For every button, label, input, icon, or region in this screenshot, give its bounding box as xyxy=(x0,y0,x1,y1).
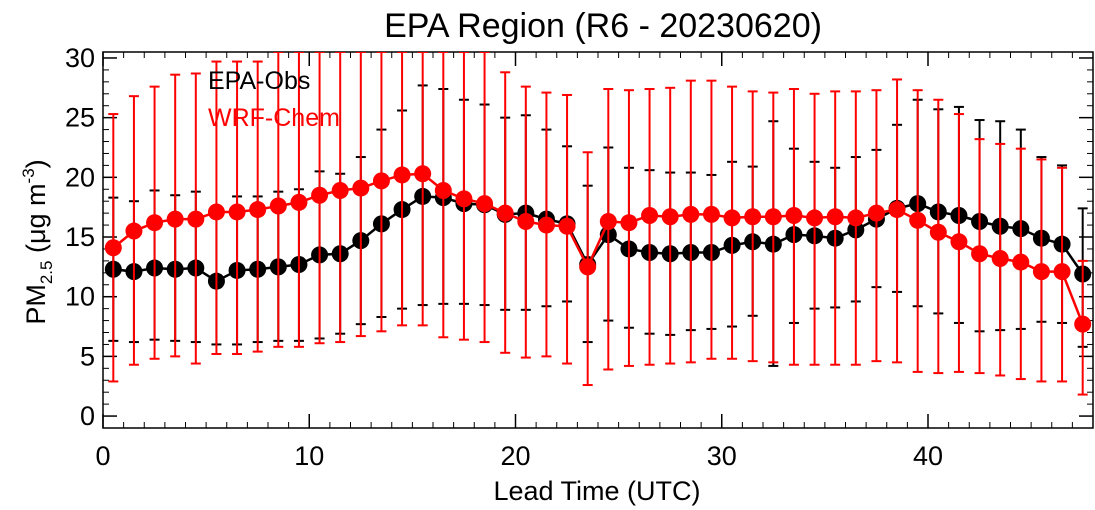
data-point xyxy=(641,207,659,225)
y-label-base: PM xyxy=(21,284,51,325)
data-point xyxy=(311,186,329,204)
data-point xyxy=(269,197,287,215)
data-point xyxy=(661,208,679,226)
data-point xyxy=(228,203,246,221)
data-point xyxy=(744,208,762,226)
y-tick-label: 25 xyxy=(65,103,95,133)
x-tick-label: 40 xyxy=(913,441,943,471)
x-tick-label: 20 xyxy=(500,441,530,471)
data-point xyxy=(764,208,782,226)
y-label-unit-pre: (μg m xyxy=(21,183,51,260)
data-point xyxy=(682,205,700,223)
x-tick-label: 0 xyxy=(95,441,110,471)
data-point xyxy=(950,233,968,251)
data-point xyxy=(104,239,122,257)
data-point xyxy=(290,193,308,211)
data-point xyxy=(785,207,803,225)
data-point xyxy=(929,223,947,241)
data-point xyxy=(517,212,535,230)
x-axis-label: Lead Time (UTC) xyxy=(493,476,700,506)
y-label-unit-post: ) xyxy=(21,159,51,168)
legend-wrf-chem: WRF-Chem xyxy=(208,104,340,132)
legend: EPA-Obs WRF-Chem xyxy=(208,67,340,132)
data-point xyxy=(620,214,638,232)
data-point xyxy=(146,214,164,232)
data-point xyxy=(558,217,576,235)
series-wrf-chem xyxy=(104,52,1092,396)
chart-title: EPA Region (R6 - 20230620) xyxy=(384,7,822,45)
y-tick-label: 15 xyxy=(65,222,95,252)
y-label-unit-sup: -3 xyxy=(19,168,38,183)
data-point xyxy=(455,190,473,208)
data-point xyxy=(1074,315,1092,333)
data-point xyxy=(888,201,906,219)
data-point xyxy=(579,258,597,276)
data-point xyxy=(207,203,225,221)
data-point xyxy=(372,172,390,190)
data-point xyxy=(249,201,267,219)
y-tick-label: 10 xyxy=(65,282,95,312)
data-point xyxy=(496,204,514,222)
data-point xyxy=(187,210,205,228)
y-label-sub: 2.5 xyxy=(37,261,56,285)
data-point xyxy=(847,209,865,227)
data-point xyxy=(826,208,844,226)
data-point xyxy=(331,181,349,199)
data-point xyxy=(434,181,452,199)
data-point xyxy=(723,209,741,227)
data-point xyxy=(599,212,617,230)
data-point xyxy=(991,250,1009,268)
y-tick-label: 0 xyxy=(80,401,95,431)
y-tick-label: 5 xyxy=(80,341,95,371)
y-tick-label: 30 xyxy=(65,43,95,73)
data-point xyxy=(867,204,885,222)
data-point xyxy=(702,205,720,223)
data-point xyxy=(971,245,989,263)
data-point xyxy=(125,222,143,240)
data-point xyxy=(414,165,432,183)
data-point xyxy=(1012,253,1030,271)
y-tick-label: 20 xyxy=(65,162,95,192)
data-point xyxy=(352,179,370,197)
data-point xyxy=(909,211,927,229)
data-point xyxy=(1032,263,1050,281)
legend-epa-obs: EPA-Obs xyxy=(208,67,310,95)
data-point xyxy=(476,195,494,213)
data-point xyxy=(1053,263,1071,281)
data-point xyxy=(166,210,184,228)
plot-area xyxy=(102,51,1094,429)
data-point xyxy=(806,209,824,227)
data-point xyxy=(537,216,555,234)
y-axis-label: PM2.5 (μg m-3) xyxy=(19,159,56,324)
x-tick-label: 10 xyxy=(294,441,324,471)
data-point xyxy=(393,166,411,184)
x-tick-label: 30 xyxy=(707,441,737,471)
